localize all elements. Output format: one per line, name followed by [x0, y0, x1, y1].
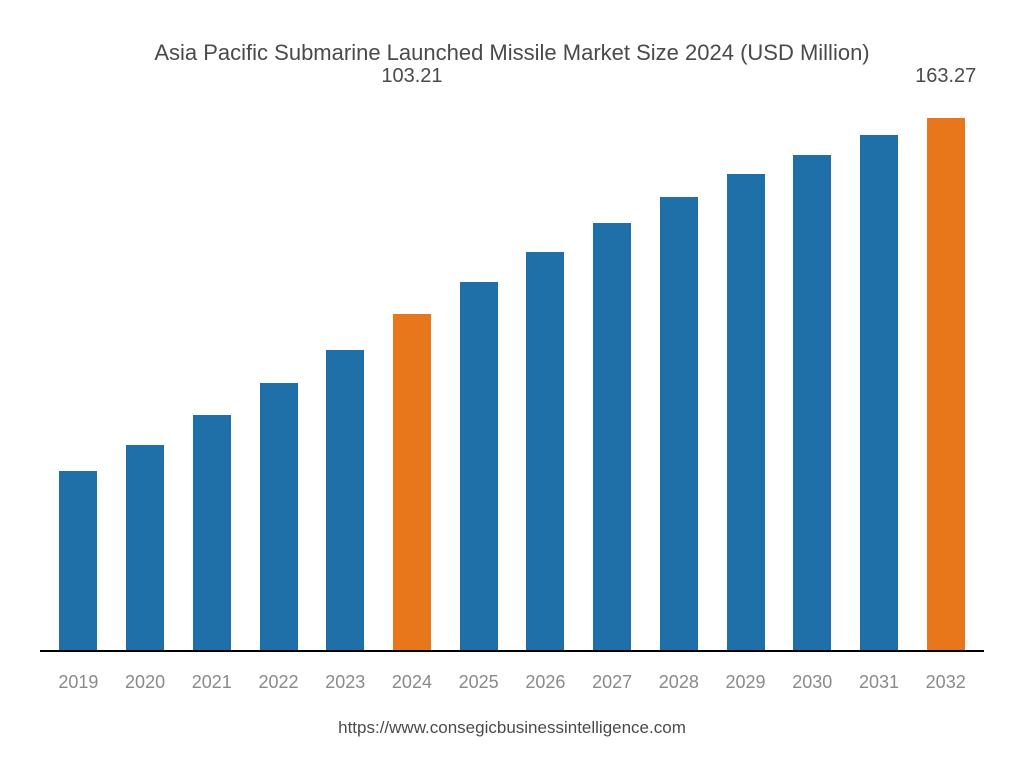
bar-rect	[660, 197, 698, 650]
bar-rect	[593, 223, 631, 650]
bar-2020	[112, 96, 179, 650]
bar-2029	[712, 96, 779, 650]
x-tick-label: 2030	[779, 672, 846, 693]
bar-rect	[59, 471, 97, 650]
x-tick-label: 2019	[45, 672, 112, 693]
bar-rect	[460, 282, 498, 650]
chart-title: Asia Pacific Submarine Launched Missile …	[30, 40, 994, 66]
bar-2026	[512, 96, 579, 650]
bar-2025	[445, 96, 512, 650]
chart-container: Asia Pacific Submarine Launched Missile …	[0, 0, 1024, 768]
bar-rect	[727, 174, 765, 650]
x-tick-label: 2021	[178, 672, 245, 693]
x-tick-label: 2022	[245, 672, 312, 693]
bar-rect	[526, 252, 564, 650]
bar-2027	[579, 96, 646, 650]
bar-rect	[927, 118, 965, 650]
source-url: https://www.consegicbusinessintelligence…	[30, 718, 994, 738]
chart-plot-area: 103.21 163.27	[40, 96, 984, 652]
bar-2032: 163.27	[912, 96, 979, 650]
x-tick-label: 2032	[912, 672, 979, 693]
x-tick-label: 2028	[645, 672, 712, 693]
bars-group: 103.21 163.27	[40, 96, 984, 650]
bar-value-label: 163.27	[915, 65, 976, 88]
x-tick-label: 2020	[112, 672, 179, 693]
bar-rect	[260, 383, 298, 650]
bar-2023	[312, 96, 379, 650]
bar-rect	[860, 135, 898, 650]
bar-2028	[645, 96, 712, 650]
x-tick-label: 2031	[846, 672, 913, 693]
x-tick-label: 2029	[712, 672, 779, 693]
x-tick-label: 2026	[512, 672, 579, 693]
x-tick-label: 2025	[445, 672, 512, 693]
x-tick-label: 2024	[379, 672, 446, 693]
x-tick-label: 2027	[579, 672, 646, 693]
bar-rect	[326, 350, 364, 650]
bar-value-label: 103.21	[381, 65, 442, 88]
bar-rect	[193, 415, 231, 650]
bar-2031	[846, 96, 913, 650]
bar-rect	[126, 445, 164, 650]
bar-2019	[45, 96, 112, 650]
x-tick-label: 2023	[312, 672, 379, 693]
bar-rect	[793, 155, 831, 650]
bar-2024: 103.21	[379, 96, 446, 650]
bar-2030	[779, 96, 846, 650]
x-axis: 2019202020212022202320242025202620272028…	[40, 672, 984, 693]
bar-rect	[393, 314, 431, 650]
bar-2021	[178, 96, 245, 650]
bar-2022	[245, 96, 312, 650]
